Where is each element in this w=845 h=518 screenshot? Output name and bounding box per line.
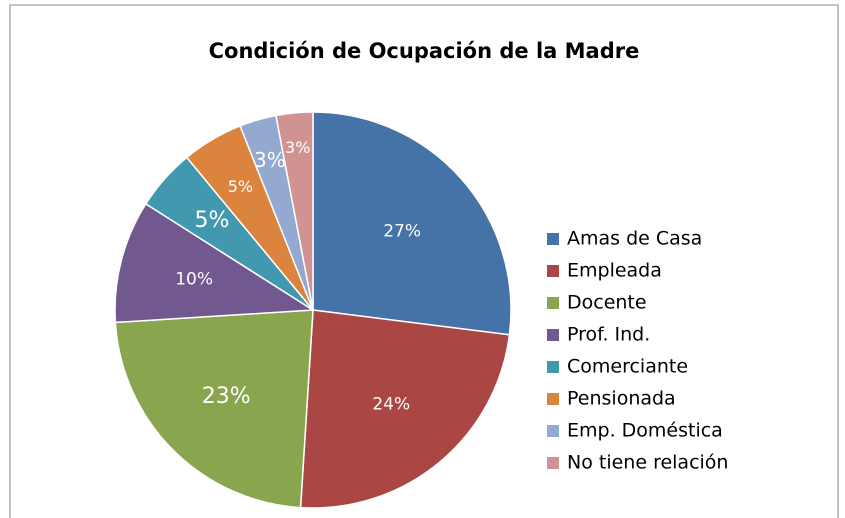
slice-label: 24% [372,395,410,415]
legend-swatch [547,265,559,277]
chart-frame [9,4,839,518]
legend-text: Docente [567,292,647,314]
slice-label: 27% [383,221,421,241]
legend-text: Empleada [567,260,662,282]
pie-slice [275,111,314,311]
legend-swatch [547,425,559,437]
slice-label: 10% [175,269,213,289]
pie-slice [299,309,511,509]
legend-swatch [547,393,559,405]
slice-label: 23% [202,384,251,409]
legend-text: Prof. Ind. [567,324,650,346]
legend-text: Comerciante [567,356,688,378]
legend-swatch [547,233,559,245]
legend-text: Pensionada [567,388,676,410]
pie-slice [114,309,314,509]
legend-swatch [547,457,559,469]
legend-swatch [547,297,559,309]
legend-swatch [547,361,559,373]
legend-text: No tiene relación [567,452,728,474]
legend-text: Amas de Casa [567,228,702,250]
legend-text: Emp. Doméstica [567,420,723,442]
slice-label: 5% [228,177,253,196]
slice-label: 5% [195,208,230,233]
pie-slice [114,202,316,324]
pie-slice [312,111,512,336]
slice-label: 3% [254,148,286,172]
legend-swatch [547,329,559,341]
slice-label: 3% [285,138,310,157]
chart-title: Condición de Ocupación de la Madre [209,39,640,63]
